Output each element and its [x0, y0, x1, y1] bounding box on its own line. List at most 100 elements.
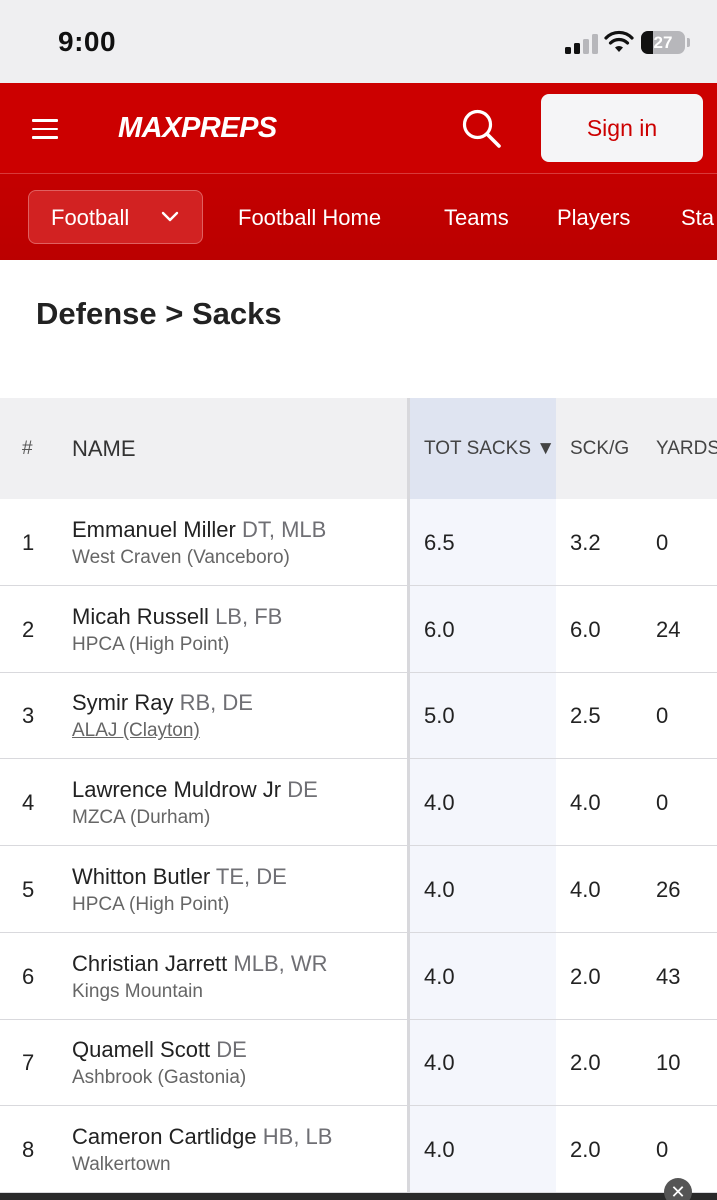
rank-cell: 8 [22, 1136, 35, 1162]
sck-g-cell: 4.0 [570, 790, 601, 816]
player-name[interactable]: Whitton Butler TE, DE [72, 864, 287, 890]
sport-nav-bar: Football Football Home Teams Players Sta [0, 173, 717, 260]
tot-sacks-cell: 6.5 [424, 530, 455, 555]
sck-g-cell: 2.5 [570, 703, 601, 729]
column-header-rank: # [22, 438, 33, 459]
table-row[interactable]: 1 Emmanuel Miller DT, MLB West Craven (Van… [0, 499, 717, 586]
school-name[interactable]: Walkertown [72, 1153, 171, 1175]
sck-g-cell: 3.2 [570, 530, 601, 555]
player-name[interactable]: Micah Russell LB, FB [72, 604, 282, 630]
rank-cell: 3 [22, 703, 35, 729]
player-name[interactable]: Symir Ray RB, DE [72, 690, 253, 716]
player-name-text: Whitton Butler [72, 863, 211, 889]
sck-g-cell: 2.0 [570, 1050, 601, 1076]
bottom-bar [0, 1193, 717, 1200]
site-header: MAXPREPS Sign in [0, 83, 717, 173]
tot-sacks-cell: 4.0 [424, 790, 455, 816]
sport-selector-dropdown[interactable]: Football [28, 190, 203, 244]
sck-g-cell: 4.0 [570, 876, 601, 902]
school-name[interactable]: HPCA (High Point) [72, 633, 230, 655]
yards-cell: 43 [656, 963, 681, 989]
sport-selector-label: Football [51, 205, 130, 230]
table-row[interactable]: 5 Whitton Butler TE, DE HPCA (High Point) 4… [0, 846, 717, 933]
school-name[interactable]: MZCA (Durham) [72, 807, 211, 829]
school-name[interactable]: Ashbrook (Gastonia) [72, 1067, 247, 1089]
player-position: TE, DE [215, 863, 287, 889]
column-header-name[interactable]: NAME [72, 436, 136, 461]
sck-g-cell: 2.0 [570, 963, 601, 989]
yards-cell: 0 [656, 1136, 669, 1162]
wifi-icon [604, 30, 634, 52]
player-name[interactable]: Emmanuel Miller DT, MLB [72, 517, 326, 543]
table-row[interactable]: 7 Quamell Scott DE Ashbrook (Gastonia) 4.0 2… [0, 1019, 717, 1107]
player-position: DE [287, 777, 318, 803]
column-header-sck-g[interactable]: SCK/G [570, 438, 630, 459]
player-position: DT, MLB [241, 517, 327, 542]
yards-cell: 0 [656, 703, 669, 729]
player-position: LB, FB [215, 603, 283, 629]
player-name[interactable]: Cameron Cartlidge HB, LB [72, 1124, 332, 1150]
status-time: 9:00 [58, 26, 117, 57]
table-header: # NAME TOT SACKS ▼ SCK/G YARDS [0, 398, 717, 499]
table-row[interactable]: 3 Symir Ray RB, DE ALAJ (Clayton) 5.0 2.5 0 [0, 672, 717, 760]
nav-link-players[interactable]: Players [557, 205, 631, 230]
table-row[interactable]: 4 Lawrence Muldrow Jr DE MZCA (Durham) 4.0 4… [0, 759, 717, 847]
battery-level: 27 [653, 33, 673, 52]
nav-link-stats[interactable]: Sta [681, 205, 715, 230]
player-name-text: Emmanuel Miller [72, 517, 236, 542]
yards-cell: 24 [656, 616, 681, 642]
yards-cell: 0 [656, 530, 669, 555]
rank-cell: 6 [22, 963, 35, 989]
player-position: MLB, WR [233, 950, 328, 976]
search-icon[interactable] [460, 107, 502, 149]
close-icon[interactable]: ✕ [664, 1178, 692, 1200]
school-name[interactable]: ALAJ (Clayton) [72, 720, 200, 742]
tot-sacks-cell: 5.0 [424, 703, 455, 729]
column-header-tot-sacks[interactable]: TOT SACKS ▼ [424, 438, 556, 459]
battery-icon: 27 [641, 31, 685, 54]
sck-g-cell: 2.0 [570, 1136, 601, 1162]
rank-cell: 7 [22, 1050, 35, 1076]
yards-cell: 10 [656, 1050, 681, 1076]
rank-cell: 4 [22, 790, 35, 816]
school-name[interactable]: West Craven (Vanceboro) [72, 547, 290, 568]
rank-cell: 2 [22, 616, 35, 642]
player-name-text: Micah Russell [72, 603, 209, 629]
table-row[interactable]: 6 Christian Jarrett MLB, WR Kings Mountain… [0, 933, 717, 1020]
tot-sacks-cell: 4.0 [424, 1050, 455, 1076]
sign-in-button[interactable]: Sign in [541, 94, 703, 162]
stats-table: # NAME TOT SACKS ▼ SCK/G YARDS 1 Emmanuel… [0, 398, 717, 1200]
school-name[interactable]: HPCA (High Point) [72, 893, 230, 915]
tot-sacks-cell: 4.0 [424, 876, 455, 902]
nav-link-football-home[interactable]: Football Home [238, 205, 382, 230]
cellular-signal-icon [565, 34, 599, 54]
rank-cell: 5 [22, 876, 35, 902]
table-row[interactable]: 8 Cameron Cartlidge HB, LB Walkertown 4.0 2.… [0, 1106, 717, 1193]
menu-icon[interactable] [32, 119, 58, 139]
player-position: HB, LB [262, 1123, 333, 1149]
maxpreps-logo[interactable]: MAXPREPS [118, 112, 277, 144]
player-name-text: Cameron Cartlidge [72, 1123, 257, 1149]
player-position: RB, DE [179, 690, 253, 716]
player-name-text: Quamell Scott [72, 1037, 211, 1063]
player-name[interactable]: Christian Jarrett MLB, WR [72, 951, 328, 977]
column-header-yards[interactable]: YARDS [656, 438, 717, 459]
chevron-down-icon [161, 211, 179, 222]
player-name-text: Christian Jarrett [72, 950, 228, 976]
player-name[interactable]: Lawrence Muldrow Jr DE [72, 777, 318, 803]
page-title: Defense > Sacks [36, 296, 282, 331]
player-name-text: Symir Ray [72, 690, 174, 716]
player-name-text: Lawrence Muldrow Jr [72, 777, 282, 803]
yards-cell: 0 [656, 790, 669, 816]
sck-g-cell: 6.0 [570, 616, 601, 642]
player-position: DE [216, 1037, 247, 1063]
tot-sacks-cell: 6.0 [424, 616, 455, 642]
rank-cell: 1 [22, 530, 35, 555]
status-bar: 9:00 27 [0, 0, 717, 83]
yards-cell: 26 [656, 876, 681, 902]
nav-link-teams[interactable]: Teams [444, 205, 509, 230]
tot-sacks-cell: 4.0 [424, 1136, 455, 1162]
table-row[interactable]: 2 Micah Russell LB, FB HPCA (High Point) 6.… [0, 586, 717, 673]
player-name[interactable]: Quamell Scott DE [72, 1037, 247, 1063]
school-name[interactable]: Kings Mountain [72, 980, 203, 1002]
